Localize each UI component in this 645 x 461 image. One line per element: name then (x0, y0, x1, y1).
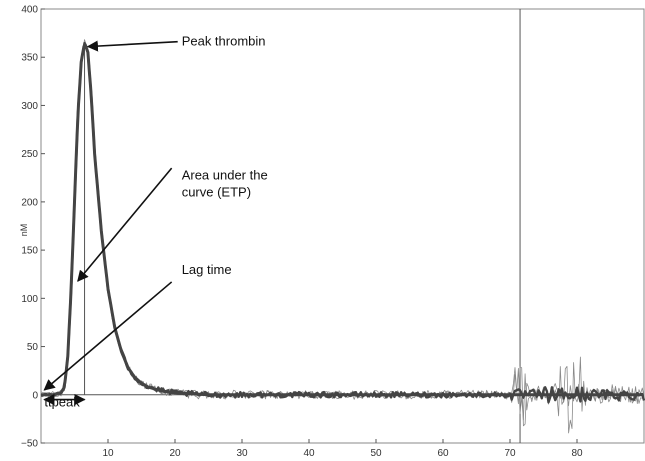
annotation-label: ttpeak (44, 394, 80, 409)
x-tick-label: 80 (571, 448, 583, 459)
annotation-line: Lag time (182, 262, 232, 277)
y-tick-label: 150 (21, 246, 38, 257)
annotation-label: Lag time (182, 262, 232, 277)
y-tick-label: 0 (32, 390, 38, 401)
y-tick-label: 100 (21, 294, 38, 305)
y-tick-label: −50 (21, 439, 38, 450)
x-tick-label: 50 (370, 448, 382, 459)
plot-frame (40, 8, 645, 444)
annotation-line: Area under the (182, 168, 268, 183)
x-tick-label: 20 (169, 448, 181, 459)
y-tick-label: 250 (21, 149, 38, 160)
x-tick-label: 70 (504, 448, 516, 459)
y-tick-label: 200 (21, 197, 38, 208)
annotation-label: Peak thrombin (182, 34, 266, 49)
annotation-arrow (86, 40, 178, 52)
y-axis: −50 0 50 100 150 200 250 300 350 400 (21, 5, 45, 450)
annotation-line: Peak thrombin (182, 34, 266, 49)
y-tick-label: 400 (21, 5, 38, 16)
annotation-line: ttpeak (44, 394, 80, 409)
main-curve (40, 43, 643, 397)
x-tick-label: 40 (303, 448, 315, 459)
y-tick-label: 300 (21, 101, 38, 112)
annotation-line: curve (ETP) (182, 185, 251, 200)
annotation-arrow (77, 167, 173, 282)
curves (40, 43, 643, 397)
y-tick-label: 350 (21, 53, 38, 64)
y-axis-label: nM (19, 224, 29, 237)
annotations: Peak thrombin Area under the curve (ETP) La… (43, 34, 268, 409)
x-tick-label: 60 (437, 448, 449, 459)
annotation-arrow (43, 281, 173, 391)
x-tick-label: 10 (102, 448, 114, 459)
x-tick-label: 30 (236, 448, 248, 459)
annotation-label: Area under the curve (ETP) (182, 168, 268, 200)
y-tick-label: 50 (27, 342, 39, 353)
